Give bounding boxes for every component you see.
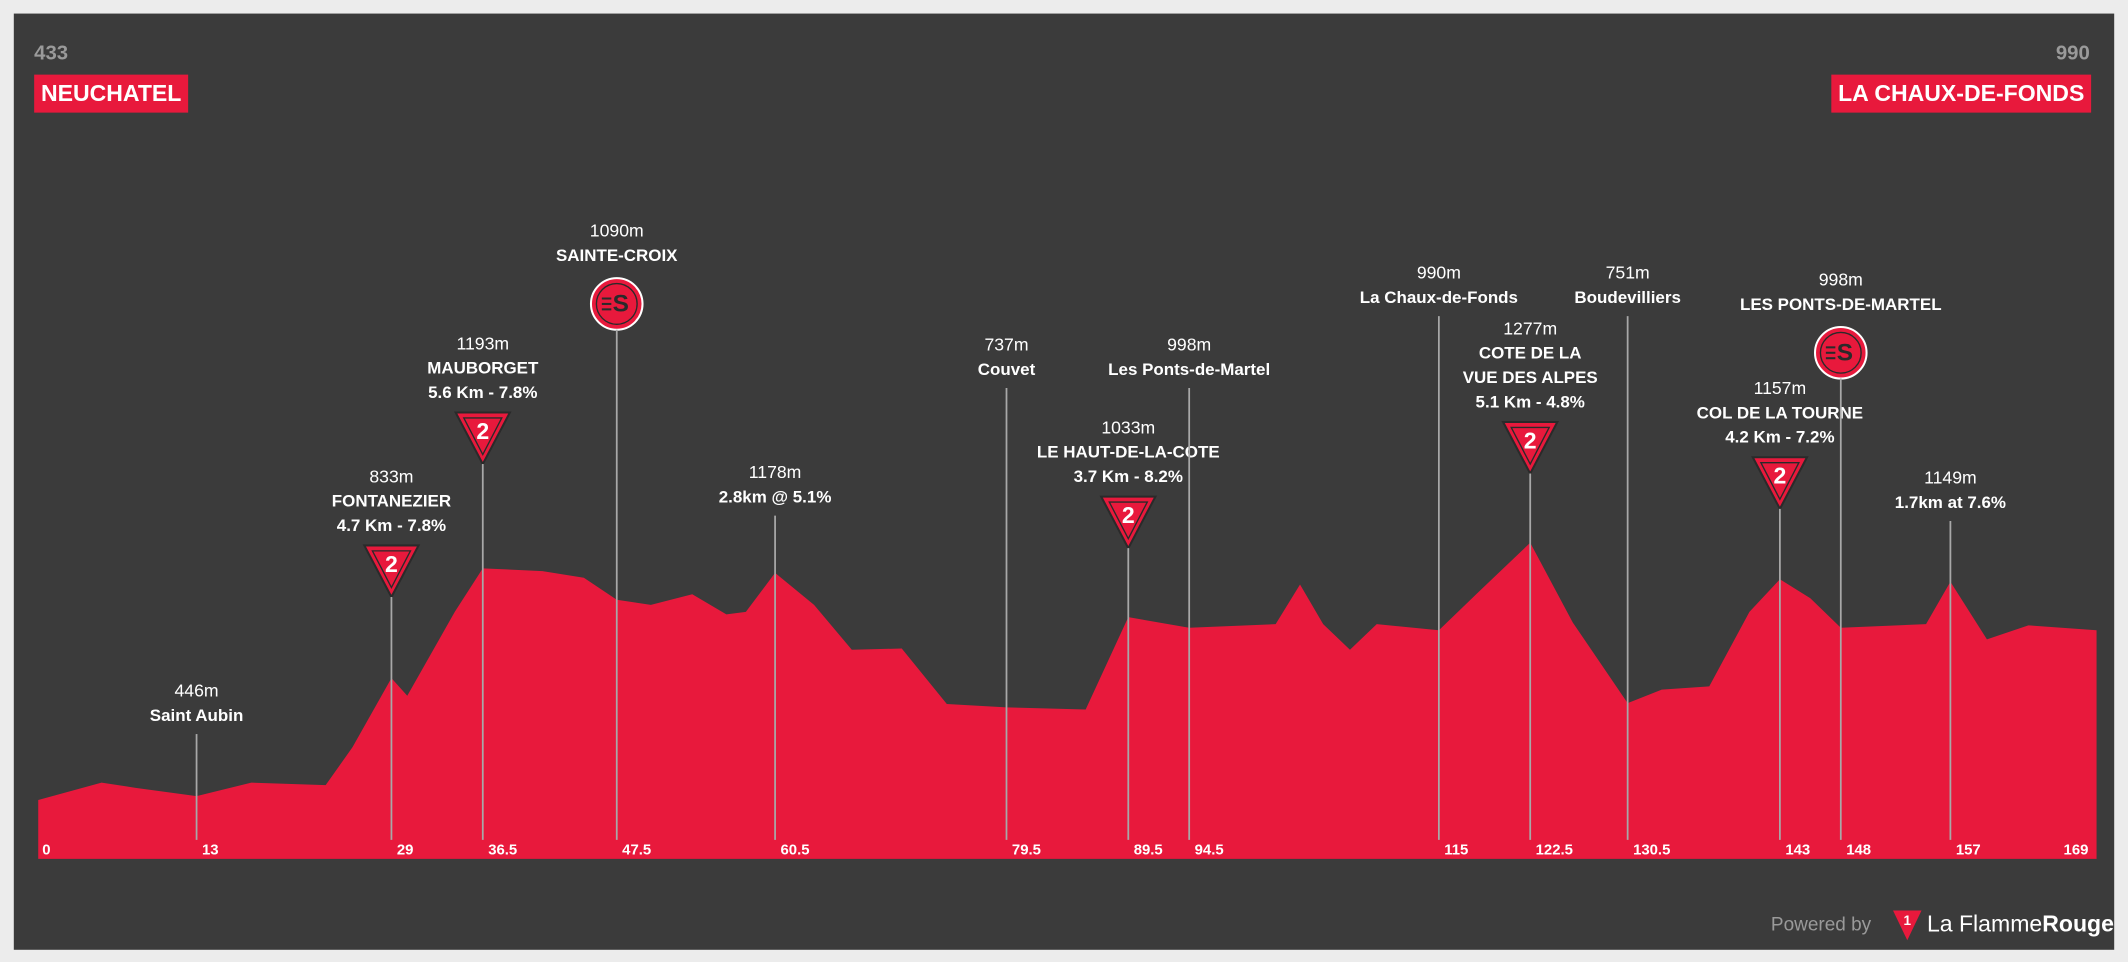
sprint-letter: S — [1837, 340, 1853, 367]
x-tick-label: 169 — [2064, 842, 2089, 859]
point-label: FONTANEZIER — [332, 492, 451, 511]
point-label: VUE DES ALPES — [1463, 368, 1598, 387]
point-elevation: 833m — [369, 466, 413, 486]
x-tick-label: 89.5 — [1134, 842, 1163, 859]
x-tick-label: 13 — [202, 842, 219, 859]
climb-icon — [1501, 420, 1560, 476]
point-label: LE HAUT-DE-LA-COTE — [1037, 443, 1220, 462]
climb-icon-inner — [1108, 501, 1149, 541]
point-label: Saint Aubin — [150, 706, 244, 725]
climb-icon — [1099, 495, 1158, 551]
point-elevation: 1277m — [1503, 318, 1557, 338]
x-tick-label: 79.5 — [1012, 842, 1041, 859]
x-tick-label: 47.5 — [622, 842, 651, 859]
climb-category: 2 — [1122, 502, 1135, 528]
point-label: Boudevilliers — [1574, 288, 1680, 307]
x-tick-label: 115 — [1444, 842, 1468, 859]
brand-light: La Flamme — [1927, 910, 2042, 936]
point-label: Couvet — [978, 360, 1036, 379]
brand: La FlammeRouge — [1927, 910, 2114, 936]
point-label: SAINTE-CROIX — [556, 246, 678, 265]
point-label: 5.6 Km - 7.8% — [428, 383, 537, 402]
x-tick-label: 157 — [1956, 842, 1981, 859]
climb-icon-inner — [462, 417, 503, 457]
sprint-icon-ring — [1819, 331, 1862, 374]
climb-icon — [1751, 456, 1809, 512]
x-tick-label: 122.5 — [1536, 842, 1573, 859]
point-elevation: 998m — [1167, 335, 1211, 355]
x-tick-label: 143 — [1785, 842, 1810, 859]
climb-category: 2 — [1773, 463, 1786, 489]
climb-icon-inner — [1510, 426, 1551, 466]
start-box — [34, 74, 189, 113]
finish-box — [1831, 74, 2092, 113]
logo-number: 1 — [1904, 913, 1912, 928]
point-elevation: 1157m — [1754, 378, 1807, 398]
x-tick-label: 94.5 — [1195, 842, 1224, 859]
point-elevation: 446m — [175, 681, 219, 701]
sprint-letter: S — [613, 291, 629, 318]
point-label: MAUBORGET — [427, 359, 539, 378]
climb-category: 2 — [385, 551, 398, 577]
point-elevation: 737m — [984, 335, 1028, 355]
point-label: 4.2 Km - 7.2% — [1725, 428, 1834, 447]
x-tick-label: 0 — [42, 842, 50, 859]
finish-elevation: 990 — [2056, 43, 2090, 65]
start-name: NEUCHATEL — [41, 80, 181, 106]
climb-category: 2 — [1524, 427, 1537, 453]
finish-name: LA CHAUX-DE-FONDS — [1838, 80, 2084, 106]
point-label: 1.7km at 7.6% — [1895, 493, 2006, 512]
point-elevation: 751m — [1606, 263, 1650, 283]
point-elevation: 1193m — [456, 333, 509, 353]
point-elevation: 1149m — [1924, 468, 1977, 488]
point-label: LES PONTS-DE-MARTEL — [1740, 295, 1942, 314]
point-elevation: 998m — [1819, 270, 1863, 290]
point-label: 4.7 Km - 7.8% — [337, 516, 446, 535]
climb-icon-inner — [1759, 462, 1801, 501]
point-label: 3.7 Km - 8.2% — [1074, 467, 1183, 486]
point-elevation: 1033m — [1101, 417, 1155, 437]
climb-icon — [453, 411, 512, 467]
x-tick-label: 29 — [397, 842, 414, 859]
brand-bold: Rouge — [2042, 910, 2114, 936]
x-tick-label: 148 — [1846, 842, 1871, 859]
x-tick-label: 60.5 — [781, 842, 810, 859]
point-label: 2.8km @ 5.1% — [719, 487, 832, 506]
powered-by: Powered by — [1771, 914, 1872, 935]
point-elevation: 1178m — [749, 462, 802, 482]
point-label: La Chaux-de-Fonds — [1360, 288, 1518, 307]
x-tick-label: 130.5 — [1633, 842, 1670, 859]
logo-mark — [1893, 910, 1922, 941]
climb-category: 2 — [476, 418, 489, 444]
point-elevation: 990m — [1417, 263, 1461, 283]
climb-icon-inner — [371, 550, 412, 589]
start-elevation: 433 — [34, 43, 68, 65]
elevation-area — [38, 542, 2097, 859]
profile-chart: 446m Saint Aubin 833m FONTANEZIER 4.7 Km - 7… — [38, 221, 2097, 859]
point-label: COL DE LA TOURNE — [1697, 403, 1863, 422]
point-label: Les Ponts-de-Martel — [1108, 360, 1270, 379]
climb-icon — [362, 544, 421, 600]
point-label: 5.1 Km - 4.8% — [1476, 392, 1585, 411]
point-elevation: 1090m — [590, 221, 644, 241]
sprint-icon-ring — [595, 282, 638, 325]
point-label: COTE DE LA — [1479, 344, 1582, 363]
x-tick-label: 36.5 — [488, 842, 517, 859]
